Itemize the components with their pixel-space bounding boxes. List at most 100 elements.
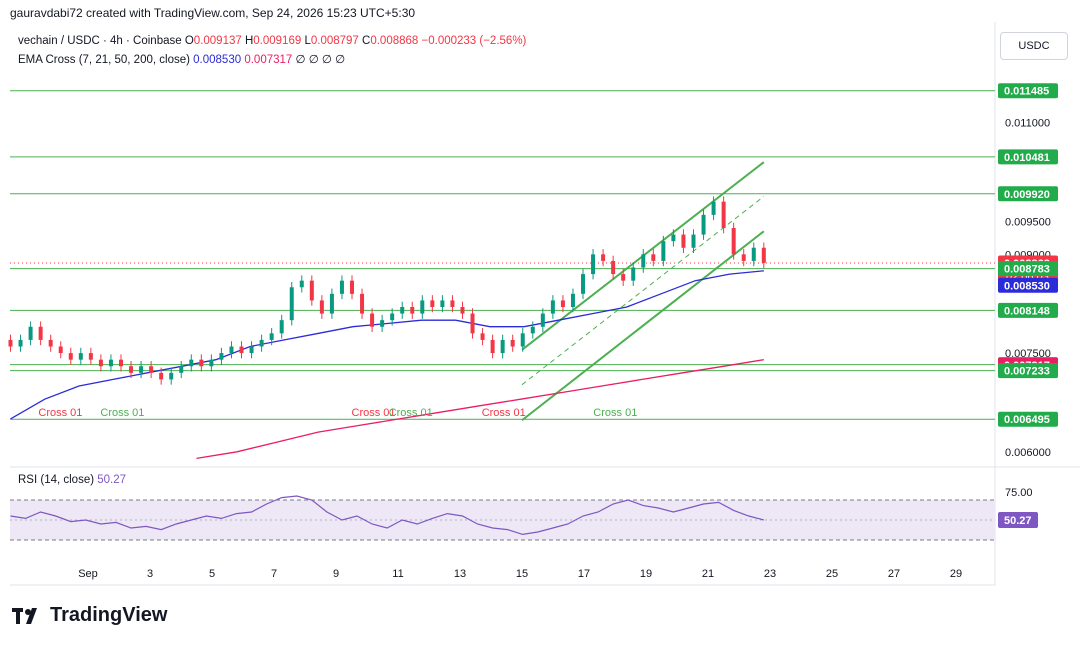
rsi-pane: 75.00 50.27 <box>10 487 1038 541</box>
candle-body <box>490 339 495 354</box>
candle-body <box>18 339 23 347</box>
candle-body <box>370 313 375 327</box>
price-label-text: 0.010481 <box>1004 152 1050 164</box>
candle-body <box>510 339 515 347</box>
candle-body <box>8 339 13 347</box>
time-tick-label: 19 <box>640 568 652 580</box>
candle-body <box>309 280 314 301</box>
candle-body <box>440 300 445 307</box>
candle-body <box>58 346 63 354</box>
high-label: H <box>244 35 254 47</box>
chart-credit: gauravdabi72 created with TradingView.co… <box>10 6 416 20</box>
ema-empty-values: ∅ ∅ ∅ ∅ <box>295 54 346 66</box>
candle-body <box>460 307 465 314</box>
candle-body <box>470 313 475 334</box>
candle-body <box>721 201 726 228</box>
symbol-legend: vechain / USDC · 4h · Coinbase O0.009137… <box>18 35 526 47</box>
price-label-box <box>998 302 1058 318</box>
price-label-box <box>998 411 1058 427</box>
candle-body <box>360 293 365 314</box>
candle-body <box>550 300 555 314</box>
candle-body <box>209 359 214 367</box>
ema-value-1: 0.008530 <box>193 54 242 66</box>
candle-body <box>88 353 93 360</box>
grid-layer <box>10 22 1080 586</box>
candle-body <box>661 241 666 261</box>
rsi-value: 50.27 <box>97 474 127 486</box>
candle-body <box>520 333 525 347</box>
time-tick-label: 21 <box>702 568 714 580</box>
rsi-value-box <box>998 512 1038 528</box>
price-label-box <box>998 363 1058 379</box>
channel-lower-line <box>521 230 765 422</box>
candle-body <box>601 254 606 261</box>
open-label: O <box>184 35 194 47</box>
close-value: 0.008868 <box>370 35 419 47</box>
candle-body <box>108 359 113 367</box>
candle-body <box>611 260 616 275</box>
candle-body <box>219 353 224 360</box>
price-label-text: 0.008783 <box>1004 264 1050 276</box>
cross-label: Cross 01 <box>389 407 433 419</box>
candle-body <box>259 339 264 347</box>
candle-body <box>631 267 636 281</box>
time-tick-label: Sep <box>78 568 98 580</box>
candle-body <box>390 313 395 321</box>
price-axis: 0.0110000.0095000.0090000.0075000.006000… <box>998 83 1058 459</box>
candle-body <box>279 320 284 334</box>
candle-body <box>500 339 505 354</box>
price-label-text: 0.008530 <box>1004 280 1050 292</box>
cross-label: Cross 01 <box>100 407 144 419</box>
candle-body <box>269 333 274 340</box>
ema-value-2: 0.007317 <box>244 54 293 66</box>
channel-mid-line <box>521 196 765 386</box>
candle-body <box>681 234 686 248</box>
candle-body <box>28 326 33 340</box>
price-label-box <box>998 149 1058 165</box>
candle-body <box>149 366 154 373</box>
price-label-box <box>998 261 1058 277</box>
rsi-tick-label: 75.00 <box>1005 487 1033 499</box>
candle-body <box>570 293 575 307</box>
cross-label: Cross 01 <box>593 407 637 419</box>
cross-label: Cross 01 <box>352 407 396 419</box>
candle-body <box>339 280 344 294</box>
high-value: 0.009169 <box>253 35 302 47</box>
tradingview-logo[interactable]: TradingView <box>12 604 167 627</box>
tradingview-logo-icon <box>12 607 37 624</box>
candle-body <box>560 300 565 307</box>
rsi-title[interactable]: RSI (14, close) <box>18 474 95 486</box>
change-value: −0.000233 (−2.56%) <box>421 35 527 47</box>
time-tick-label: 17 <box>578 568 590 580</box>
candle-body <box>741 254 746 261</box>
symbol-name[interactable]: vechain / USDC · 4h · Coinbase <box>18 35 182 47</box>
price-label-box <box>998 83 1058 99</box>
candle-body <box>199 359 204 367</box>
time-tick-label: 5 <box>209 568 215 580</box>
candle-body <box>289 287 294 321</box>
candle-body <box>731 228 736 255</box>
candle-body <box>430 300 435 307</box>
price-label-text: 0.007233 <box>1004 366 1050 378</box>
candle-body <box>179 366 184 373</box>
ema-title[interactable]: EMA Cross (7, 21, 50, 200, close) <box>18 54 190 66</box>
low-label: L <box>304 35 311 47</box>
candle-body <box>229 346 234 354</box>
candle-body <box>380 320 385 327</box>
time-axis: Sep 3 5 7 9 11 13 15 17 19 21 23 25 27 29 <box>78 568 962 580</box>
trend-channel <box>521 161 765 422</box>
candle-body <box>118 359 123 367</box>
time-tick-label: 25 <box>826 568 838 580</box>
rsi-legend: RSI (14, close) 50.27 <box>18 474 126 486</box>
cross-label: Cross 01 <box>38 407 82 419</box>
price-label-text: 0.008148 <box>1004 305 1050 317</box>
candle-body <box>410 307 415 314</box>
time-tick-label: 7 <box>271 568 277 580</box>
logo-text: TradingView <box>50 604 168 626</box>
currency-button[interactable]: USDC <box>1000 32 1068 60</box>
time-tick-label: 13 <box>454 568 466 580</box>
rsi-value-label: 50.27 <box>1004 515 1032 527</box>
candle-body <box>581 274 586 294</box>
price-label-text: 0.011485 <box>1004 86 1049 98</box>
